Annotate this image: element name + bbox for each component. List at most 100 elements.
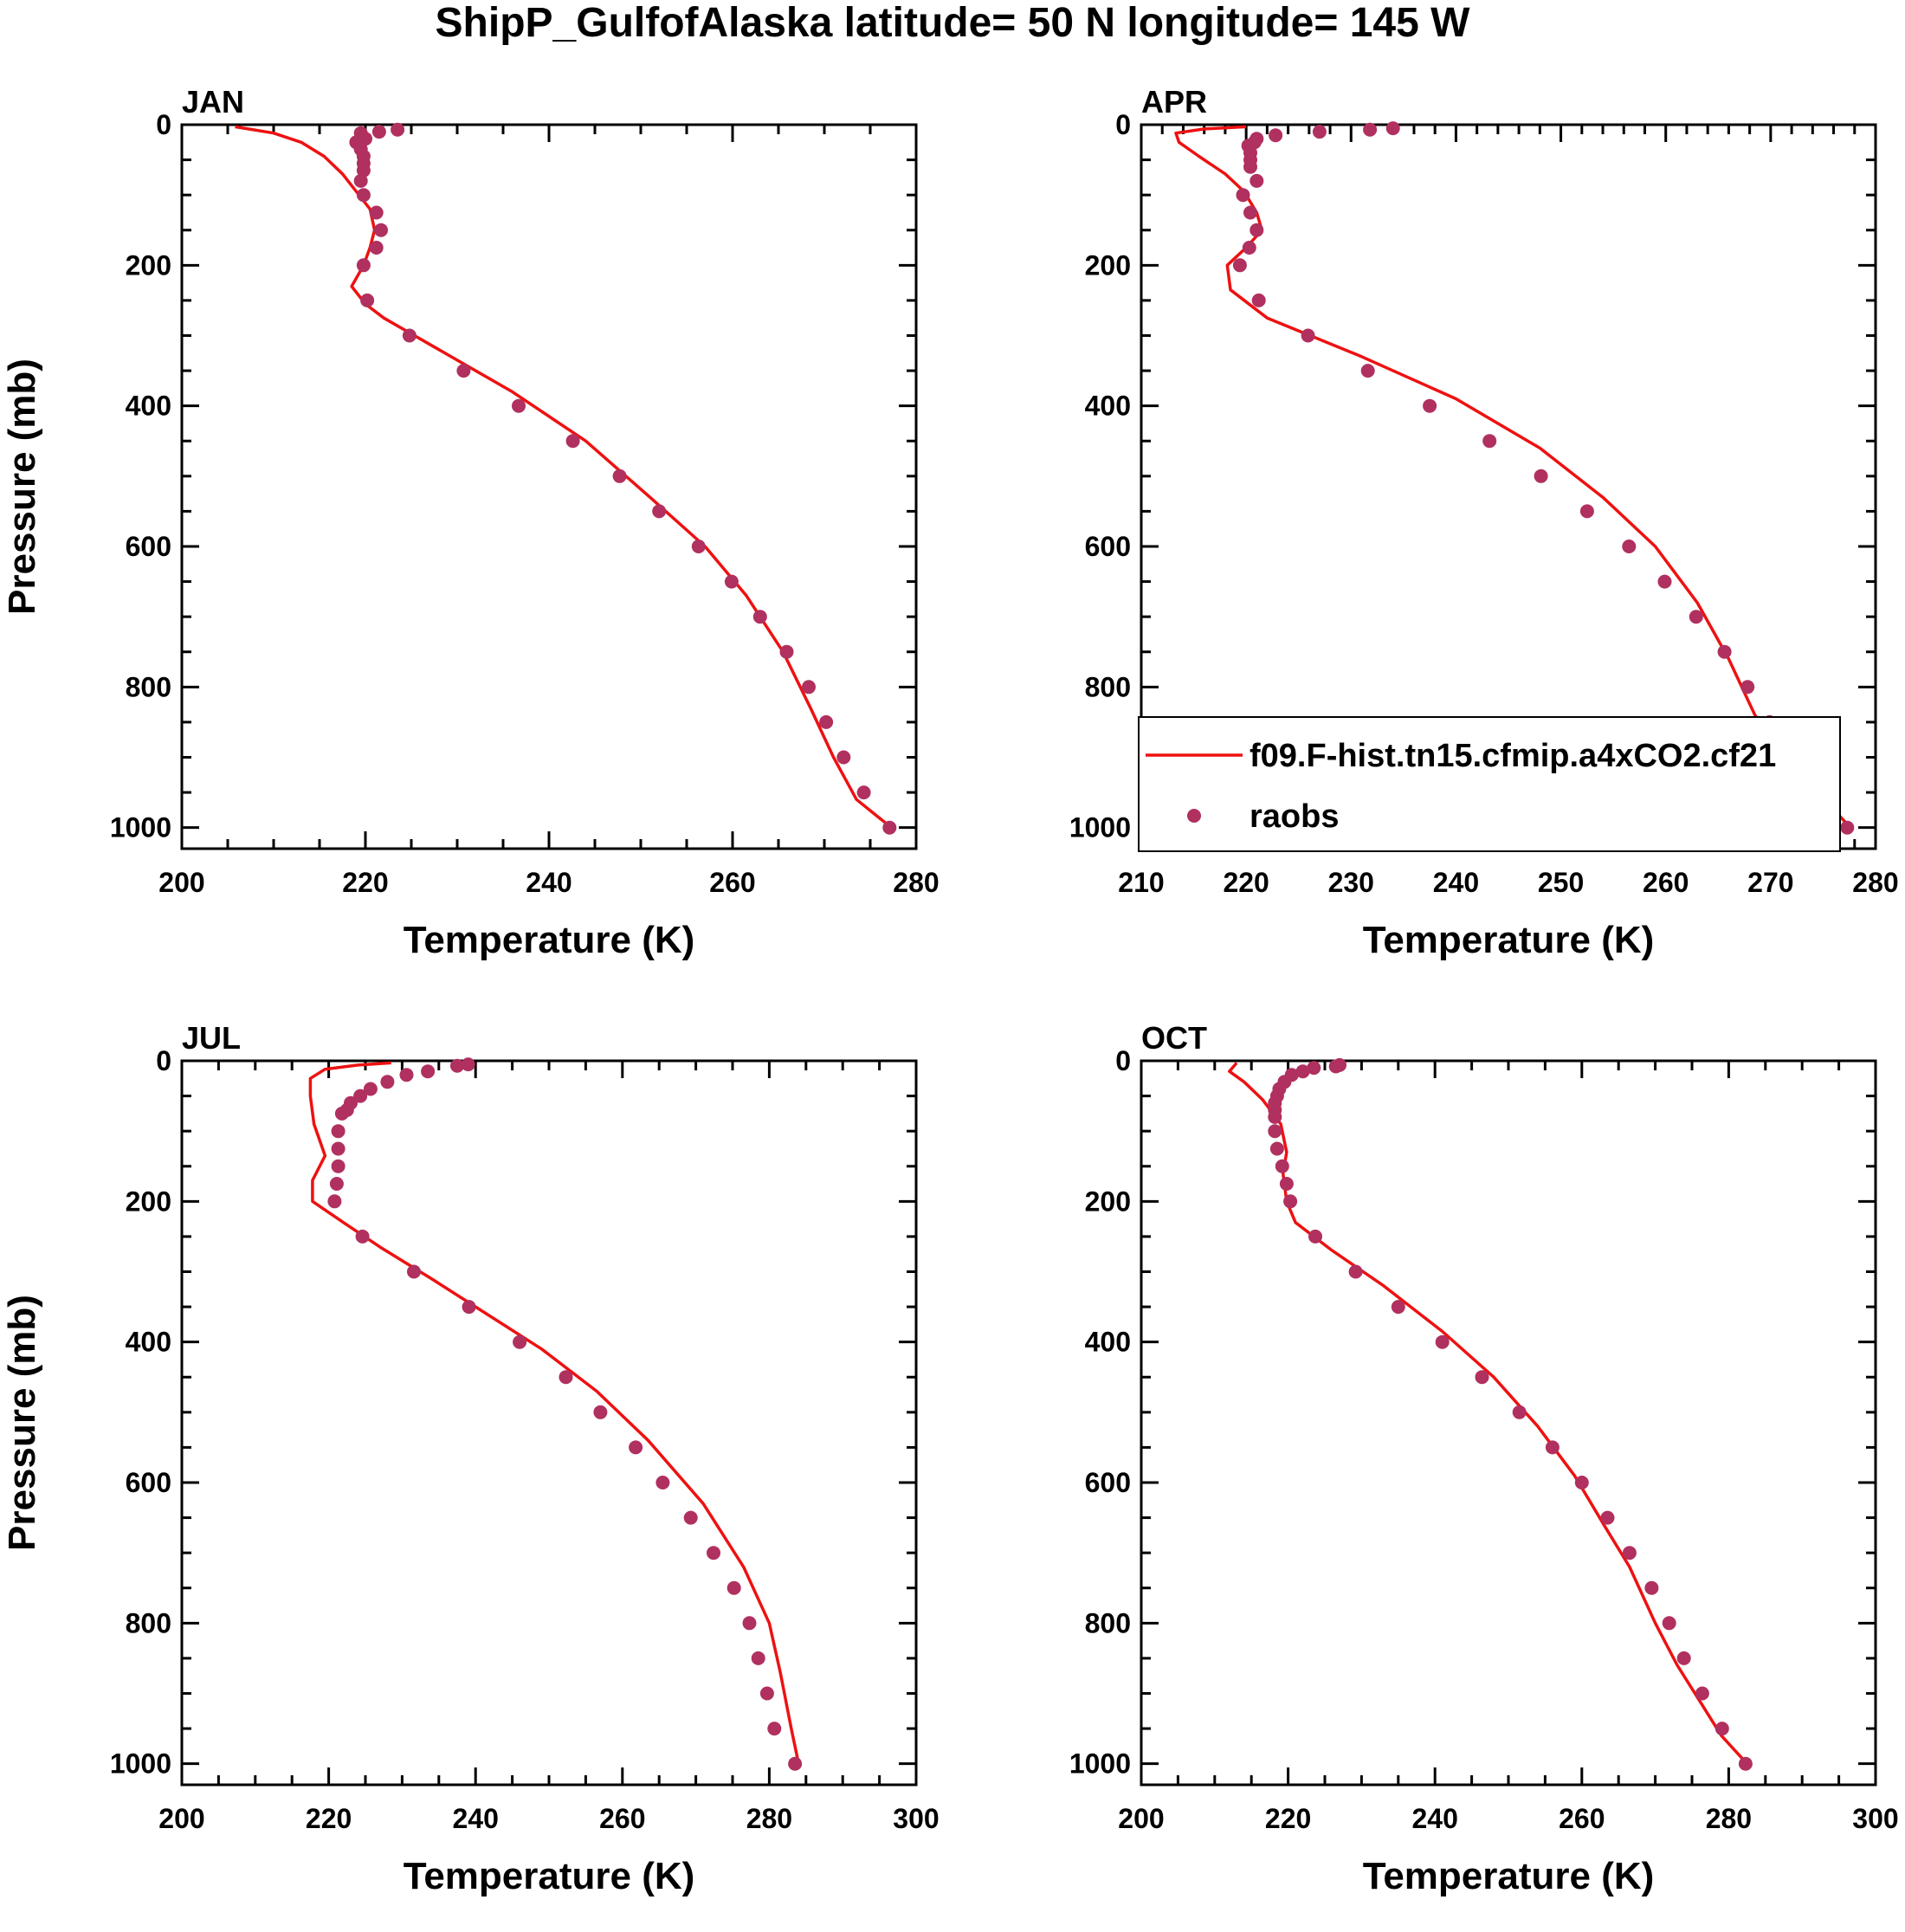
- panel-title-jul: JUL: [182, 1020, 241, 1056]
- raobs-point: [1482, 434, 1497, 449]
- y-tick-label: 400: [1085, 391, 1131, 422]
- panel-oct: OCT 0 200 400 600 800 1000 200 220 240 260 280 300 Te…: [1069, 1020, 1899, 1897]
- raobs-point: [391, 122, 405, 137]
- raobs-point: [1269, 1141, 1284, 1156]
- raobs-point: [1579, 504, 1594, 519]
- x-tick-label: 240: [453, 1803, 499, 1834]
- raobs-point: [1600, 1510, 1615, 1525]
- raobs-point: [462, 1300, 476, 1315]
- raobs-point: [724, 574, 739, 589]
- raobs-point: [356, 163, 371, 178]
- raobs-point: [1622, 540, 1637, 553]
- raobs-point: [1308, 1229, 1322, 1244]
- model-line-oct: [1228, 1062, 1748, 1765]
- model-line-apr: [1174, 125, 1852, 829]
- x-tick-label: 280: [893, 867, 939, 898]
- y-tick-label: 400: [126, 391, 171, 422]
- y-tick-label: 1000: [1069, 812, 1131, 843]
- raobs-point: [767, 1722, 782, 1736]
- raobs-point: [1232, 258, 1247, 273]
- x-tick-label: 230: [1328, 867, 1374, 898]
- raobs-point: [1423, 398, 1437, 413]
- raobs-point: [1268, 1124, 1282, 1139]
- raobs-point: [759, 1686, 774, 1701]
- x-axis-title-oct: Temperature (K): [1363, 1855, 1655, 1897]
- raobs-point: [629, 1440, 643, 1455]
- raobs-point: [356, 188, 371, 203]
- raobs-point: [513, 1334, 527, 1349]
- raobs-point: [461, 1057, 475, 1072]
- y-tick-label: 0: [156, 1045, 171, 1076]
- raobs-point: [402, 328, 417, 343]
- y-tick-label: 1000: [110, 1748, 171, 1780]
- raobs-point: [369, 205, 384, 220]
- y-tick-label: 0: [156, 109, 171, 140]
- raobs-point: [1435, 1334, 1450, 1349]
- raobs-point: [559, 1370, 573, 1385]
- raobs-point: [1243, 205, 1257, 220]
- y-tick-label: 400: [126, 1327, 171, 1358]
- x-tick-label: 260: [1559, 1803, 1605, 1834]
- raobs-point: [356, 258, 371, 273]
- raobs-point: [802, 680, 816, 695]
- raobs-point: [1301, 328, 1315, 343]
- figure-title: ShipP_GulfofAlaska latitude= 50 N longit…: [436, 0, 1471, 46]
- raobs-point: [788, 1756, 803, 1771]
- legend: f09.F-hist.tn15.cfmip.a4xCO2.cf21 raobs: [1138, 716, 1841, 852]
- raobs-point: [456, 364, 471, 378]
- raobs-point: [1740, 680, 1755, 695]
- raobs-point: [1236, 188, 1250, 203]
- plot-frame-jul: [180, 1059, 918, 1787]
- x-axis-title-apr: Temperature (K): [1363, 919, 1655, 961]
- raobs-point: [1662, 1616, 1676, 1631]
- raobs-point: [371, 125, 386, 139]
- y-tick-label: 800: [1085, 671, 1131, 702]
- x-tick-label: 220: [1265, 1803, 1311, 1834]
- raobs-point: [327, 1194, 342, 1209]
- raobs-point: [779, 644, 794, 659]
- y-axis-title-jul: Pressure (mb): [1, 1295, 43, 1551]
- y-tick-label: 200: [126, 249, 171, 281]
- legend-box: [1138, 716, 1841, 852]
- raobs-point: [1268, 1109, 1282, 1124]
- raobs-point: [707, 1546, 720, 1560]
- raobs-point: [1363, 122, 1378, 137]
- x-tick-label: 270: [1747, 867, 1793, 898]
- raobs-point: [334, 1106, 349, 1121]
- raobs-point: [1714, 1722, 1729, 1736]
- raobs-point: [742, 1616, 757, 1631]
- y-tick-label: 800: [1085, 1607, 1131, 1638]
- raobs-point: [329, 1177, 344, 1191]
- x-tick-label: 260: [1643, 867, 1689, 898]
- raobs-point: [331, 1159, 345, 1173]
- model-line-jul: [308, 1061, 801, 1765]
- raobs-point: [856, 785, 871, 800]
- x-tick-label: 280: [746, 1803, 792, 1834]
- panel-apr: APR 0 200 400 600 800 1000 210 220 230 240 250 260 27…: [1069, 84, 1899, 961]
- y-tick-label: 200: [126, 1186, 171, 1217]
- raobs-point: [593, 1405, 608, 1419]
- raobs-point: [1512, 1405, 1527, 1419]
- x-tick-label: 200: [158, 867, 204, 898]
- x-tick-label: 220: [1223, 867, 1269, 898]
- raobs-point: [1574, 1476, 1589, 1489]
- raobs-point: [1622, 1546, 1637, 1560]
- raobs-point: [1275, 1159, 1289, 1173]
- raobs-point: [1250, 173, 1264, 188]
- x-axis-title-jul: Temperature (K): [404, 1855, 695, 1897]
- x-tick-label: 220: [306, 1803, 352, 1834]
- raobs-point: [374, 223, 388, 237]
- raobs-point: [1475, 1370, 1489, 1385]
- raobs-point: [1269, 128, 1283, 143]
- raobs-point: [1250, 223, 1264, 237]
- raobs-point: [369, 241, 384, 255]
- raobs-point: [450, 1058, 464, 1073]
- panel-title-jan: JAN: [182, 84, 244, 120]
- x-tick-label: 200: [1118, 1803, 1164, 1834]
- x-tick-label: 280: [1706, 1803, 1752, 1834]
- raobs-point: [836, 750, 851, 765]
- y-tick-label: 0: [1115, 109, 1131, 140]
- x-tick-label: 220: [342, 867, 388, 898]
- x-tick-label: 250: [1538, 867, 1584, 898]
